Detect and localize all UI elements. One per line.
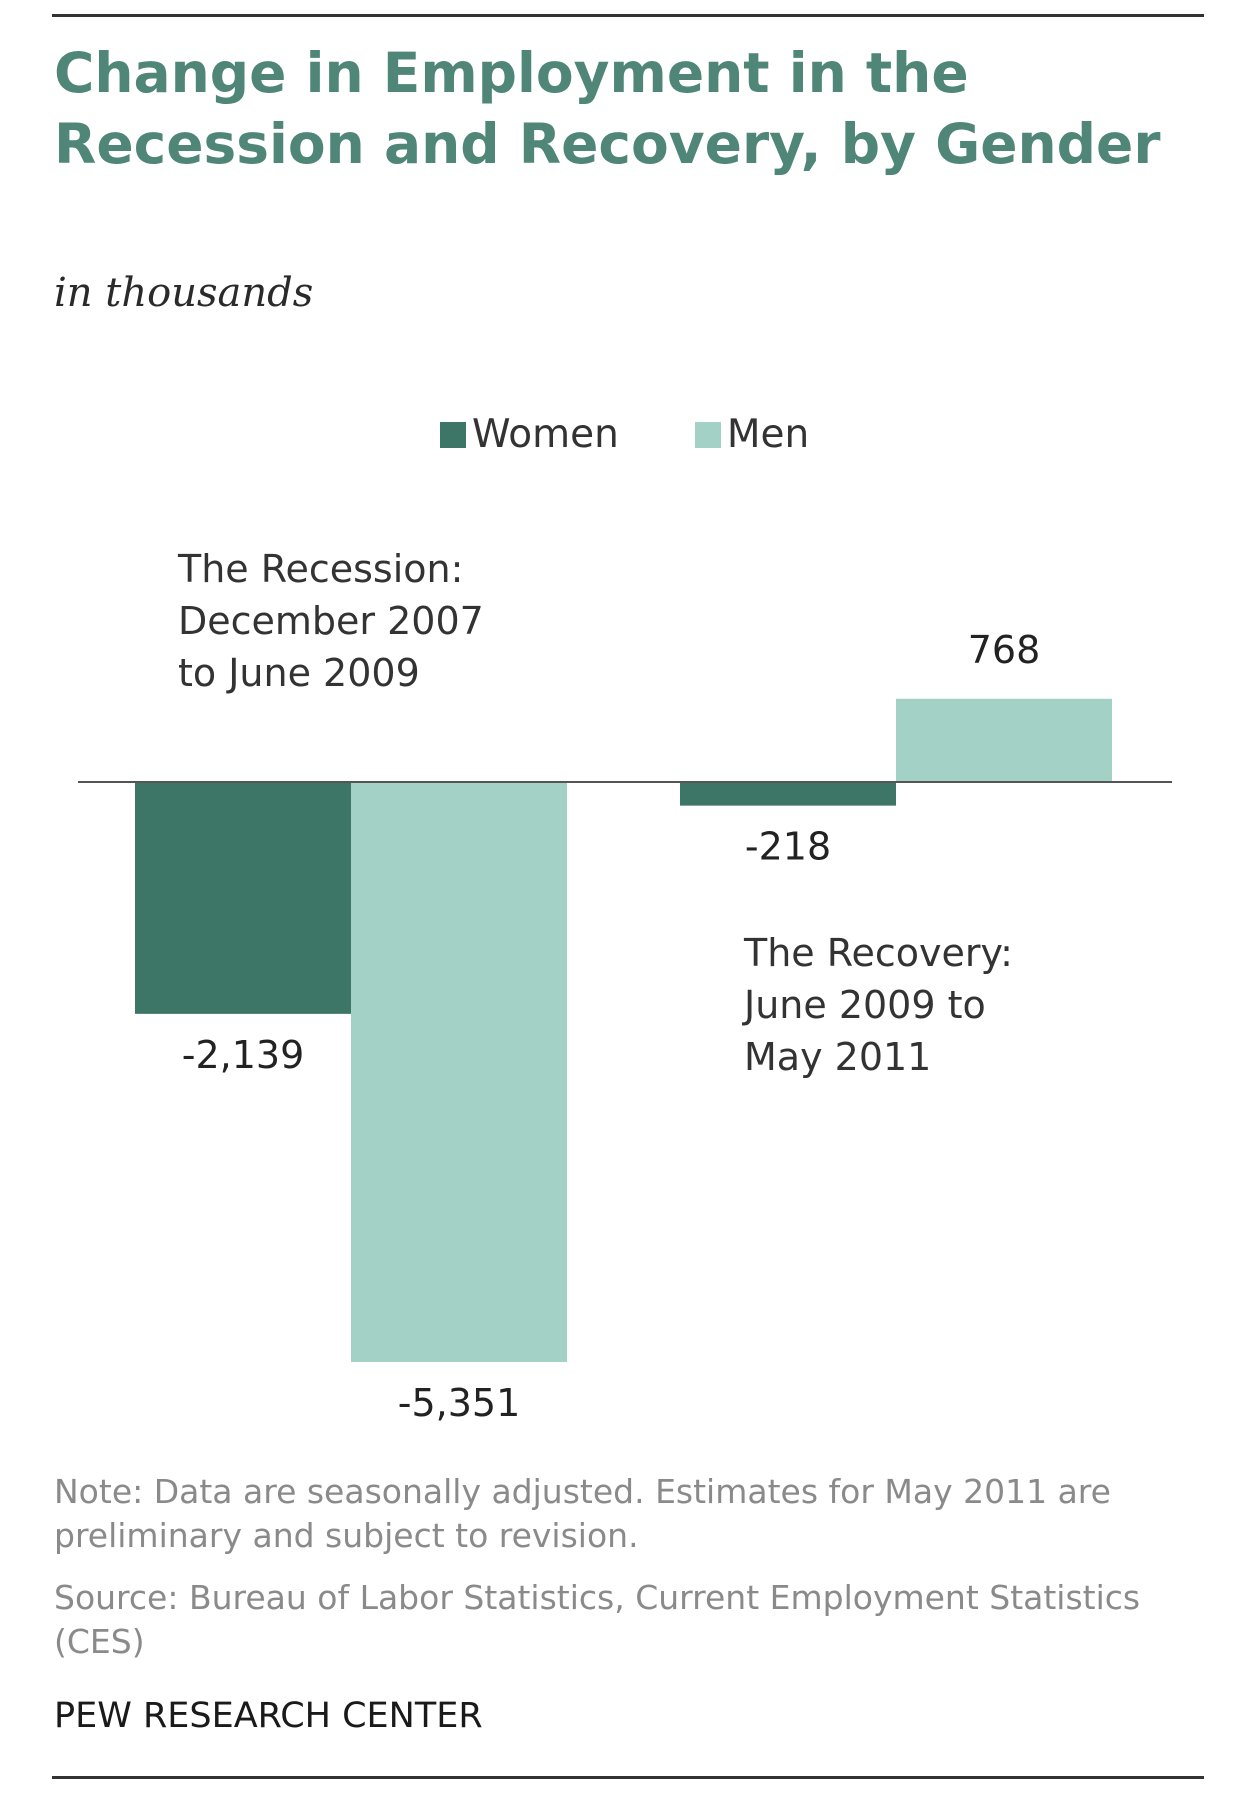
legend-label-men: Men: [726, 412, 810, 457]
chart-note: Note: Data are seasonally adjusted. Esti…: [54, 1472, 1111, 1555]
top-rule: [52, 14, 1204, 17]
bar-chart: -2,139 -218 -5,351 768 The Recession: Decembe…: [78, 547, 1172, 1425]
legend-label-women: Women: [472, 412, 619, 457]
legend-swatch-women: [440, 421, 466, 448]
bar-men-recession: [351, 782, 567, 1362]
chart-subtitle: in thousands: [54, 270, 314, 316]
chart-title: Change in Employment in the Recession an…: [54, 41, 1161, 176]
data-label-men-recovery: 768: [968, 628, 1041, 672]
legend-item-women: Women: [440, 412, 619, 457]
data-label-women-recession: -2,139: [182, 1033, 305, 1077]
bottom-rule: [52, 1776, 1204, 1779]
data-label-men-recession: -5,351: [398, 1381, 521, 1425]
legend-swatch-men: [694, 421, 721, 448]
bar-women-recession: [135, 782, 351, 1014]
chart-legend: Women Men: [440, 412, 885, 457]
category-label-recession: The Recession: December 2007 to June 2009: [177, 547, 484, 695]
category-label-recovery: The Recovery: June 2009 to May 2011: [742, 931, 1013, 1079]
bar-men-recovery: [896, 698, 1112, 782]
legend-item-men: Men: [694, 412, 810, 457]
brand-label: PEW RESEARCH CENTER: [54, 1696, 483, 1736]
data-label-women-recovery: -218: [745, 825, 831, 869]
chart-source: Source: Bureau of Labor Statistics, Curr…: [54, 1578, 1141, 1661]
bar-women-recovery: [680, 782, 896, 806]
